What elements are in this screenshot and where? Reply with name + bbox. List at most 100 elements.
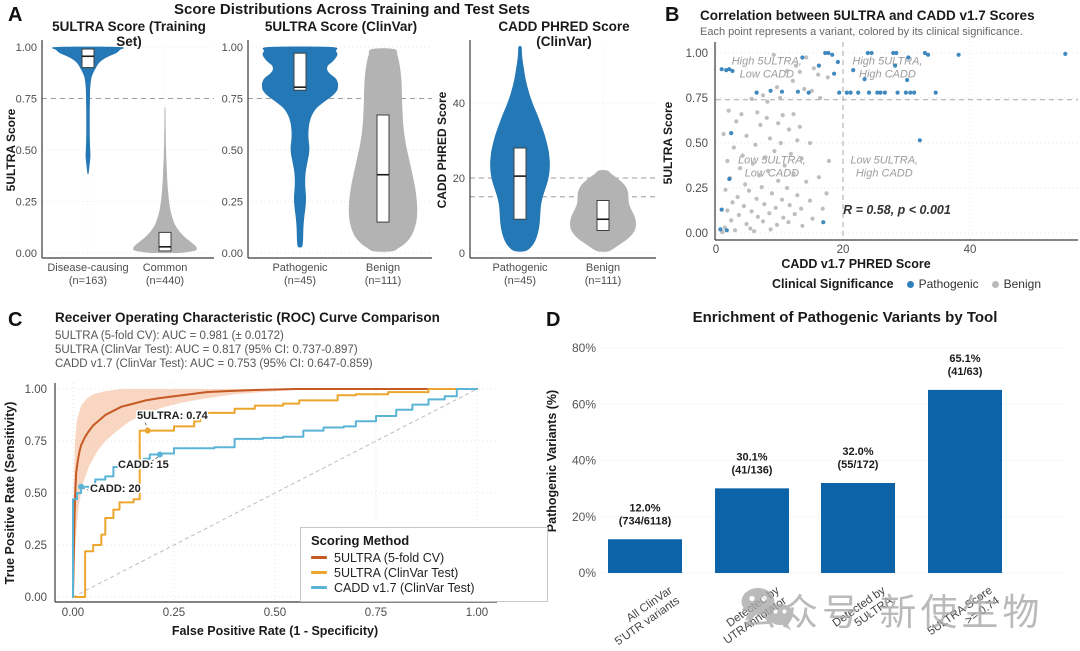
svg-text:0.25: 0.25 <box>222 197 243 209</box>
panel-a-violin-charts: 0.00 0.25 0.50 0.75 1.00 5ULTRA Score Disease-… <box>4 40 656 287</box>
panel-b-scatter-chart: 0 20 40 0.00 0.25 0.50 0.75 1.00 CADD v1.7 PHRED… <box>661 42 1078 271</box>
svg-text:(55/172): (55/172) <box>838 459 879 471</box>
svg-text:65.1%: 65.1% <box>949 353 980 365</box>
svg-text:0: 0 <box>459 248 465 260</box>
svg-text:0.00: 0.00 <box>16 248 37 260</box>
svg-text:0.00: 0.00 <box>62 607 84 619</box>
line-swatch-icon <box>311 556 327 559</box>
panel-c-auc-line-1: 5ULTRA (5-fold CV): AUC = 0.981 (± 0.017… <box>55 330 284 342</box>
svg-text:Pathogenic: Pathogenic <box>492 262 548 274</box>
svg-text:Low 5ULTRA,Low CADD: Low 5ULTRA, Low CADD <box>738 155 806 180</box>
svg-text:40: 40 <box>964 244 977 256</box>
panel-c-auc-line-3: CADD v1.7 (ClinVar Test): AUC = 0.753 (9… <box>55 358 373 370</box>
svg-text:5ULTRA Score>= 0.74: 5ULTRA Score>= 0.74 <box>926 584 1003 648</box>
svg-text:Benign: Benign <box>586 262 620 274</box>
svg-text:0.75: 0.75 <box>222 94 243 106</box>
legend-entry-5ultra-test: 5ULTRA (ClinVar Test) <box>311 565 537 580</box>
svg-text:Pathogenic Variants (%): Pathogenic Variants (%) <box>545 390 559 532</box>
svg-text:0.75: 0.75 <box>16 94 37 106</box>
panel-c-roc-chart: 0.00 0.00 0.25 0.25 0.50 0.50 0.75 0.75 1.00 1.00… <box>3 383 497 638</box>
svg-text:80%: 80% <box>572 341 596 355</box>
panel-label-b: B <box>665 4 680 26</box>
panel-label-d: D <box>546 309 561 331</box>
svg-text:1.00: 1.00 <box>686 48 708 60</box>
svg-text:(n=45): (n=45) <box>504 275 536 287</box>
svg-text:0.25: 0.25 <box>163 607 185 619</box>
svg-text:1.00: 1.00 <box>222 42 243 54</box>
violin-training-title: 5ULTRA Score (Training Set) <box>52 19 206 49</box>
svg-text:5ULTRA Score: 5ULTRA Score <box>661 101 675 184</box>
svg-text:0.00: 0.00 <box>686 228 708 240</box>
svg-text:0.00: 0.00 <box>25 592 47 604</box>
legend-entry-cadd-test: CADD v1.7 (ClinVar Test) <box>311 580 537 595</box>
legend-entry-5ultra-cv: 5ULTRA (5-fold CV) <box>311 550 537 565</box>
svg-text:(n=111): (n=111) <box>365 275 402 287</box>
svg-text:CADD: 20: CADD: 20 <box>90 483 141 495</box>
violin-cadd-title: CADD PHRED Score (ClinVar) <box>498 19 630 49</box>
svg-text:Disease-causing: Disease-causing <box>47 262 128 274</box>
svg-text:32.0%: 32.0% <box>842 446 873 458</box>
line-swatch-icon <box>311 571 327 574</box>
panel-b-legend: Clinical Significance Pathogenic Benign <box>772 277 1041 291</box>
panel-b-subtitle: Each point represents a variant, colored… <box>700 26 1023 38</box>
svg-text:0.75: 0.75 <box>686 93 708 105</box>
svg-text:40: 40 <box>453 98 465 110</box>
svg-text:Detected by5ULTRA: Detected by5ULTRA <box>831 584 896 639</box>
svg-text:False Positive Rate (1 - Speci: False Positive Rate (1 - Specificity) <box>172 624 378 638</box>
svg-text:0.25: 0.25 <box>16 197 37 209</box>
svg-text:All ClinVar5'UTR variants: All ClinVar5'UTR variants <box>606 584 682 648</box>
svg-text:0.50: 0.50 <box>264 607 286 619</box>
svg-text:0.25: 0.25 <box>686 183 708 195</box>
panel-c-legend: Scoring Method 5ULTRA (5-fold CV) 5ULTRA… <box>300 527 548 602</box>
panel-a-title: Score Distributions Across Training and … <box>174 1 530 18</box>
svg-text:Benign: Benign <box>366 262 400 274</box>
legend-entry-benign: Benign <box>991 277 1041 291</box>
panel-d-bar-chart: 0% 20% 40% 60% 80% Pathogenic Variants (%) 12.… <box>545 341 1064 648</box>
panel-c-title: Receiver Operating Characteristic (ROC) … <box>55 310 440 325</box>
svg-text:(n=111): (n=111) <box>585 275 622 287</box>
svg-text:12.0%: 12.0% <box>629 502 660 514</box>
svg-text:(n=163): (n=163) <box>69 275 107 287</box>
svg-text:High 5ULTRA,High CADD: High 5ULTRA, High CADD <box>852 56 922 81</box>
svg-text:CADD v1.7 PHRED Score: CADD v1.7 PHRED Score <box>781 257 930 271</box>
svg-text:0.25: 0.25 <box>25 540 47 552</box>
svg-text:60%: 60% <box>572 397 596 411</box>
panel-b-legend-title: Clinical Significance <box>772 277 894 291</box>
svg-text:0.50: 0.50 <box>686 138 708 150</box>
svg-text:0.50: 0.50 <box>25 488 47 500</box>
svg-text:(734/6118): (734/6118) <box>619 515 672 527</box>
svg-text:0: 0 <box>713 244 719 256</box>
svg-text:(41/136): (41/136) <box>732 464 773 476</box>
svg-text:20: 20 <box>837 244 850 256</box>
pathogenic-dot-icon <box>906 280 914 288</box>
panel-c-auc-line-2: 5ULTRA (ClinVar Test): AUC = 0.817 (95% … <box>55 344 358 356</box>
svg-text:(n=45): (n=45) <box>284 275 316 287</box>
svg-text:30.1%: 30.1% <box>736 451 767 463</box>
svg-text:Pathogenic: Pathogenic <box>272 262 328 274</box>
benign-dot-icon <box>991 280 999 288</box>
panel-c-legend-title: Scoring Method <box>311 533 410 548</box>
svg-text:0.75: 0.75 <box>25 436 47 448</box>
svg-text:High 5ULTRA,Low CADD: High 5ULTRA, Low CADD <box>732 56 802 81</box>
panel-label-a: A <box>8 4 23 26</box>
svg-text:Detected byUTRAnnotator: Detected byUTRAnnotator <box>715 584 789 646</box>
panel-d-title: Enrichment of Pathogenic Variants by Too… <box>692 309 998 326</box>
svg-text:1.00: 1.00 <box>16 42 37 54</box>
svg-text:5ULTRA: 0.74: 5ULTRA: 0.74 <box>137 410 209 422</box>
svg-text:1.00: 1.00 <box>466 607 488 619</box>
svg-text:R = 0.58, p < 0.001: R = 0.58, p < 0.001 <box>843 203 951 217</box>
panel-label-c: C <box>8 309 23 331</box>
svg-text:20%: 20% <box>572 510 596 524</box>
svg-text:5ULTRA Score: 5ULTRA Score <box>4 108 18 191</box>
svg-text:20: 20 <box>453 173 465 185</box>
svg-text:CADD: 15: CADD: 15 <box>118 459 169 471</box>
svg-text:(n=440): (n=440) <box>146 275 184 287</box>
svg-text:0.00: 0.00 <box>222 248 243 260</box>
svg-text:0.50: 0.50 <box>222 145 243 157</box>
svg-text:1.00: 1.00 <box>25 384 47 396</box>
svg-text:True Positive Rate (Sensitivit: True Positive Rate (Sensitivity) <box>3 402 17 585</box>
svg-text:0.50: 0.50 <box>16 145 37 157</box>
line-swatch-icon <box>311 586 327 589</box>
svg-text:0.75: 0.75 <box>365 607 387 619</box>
